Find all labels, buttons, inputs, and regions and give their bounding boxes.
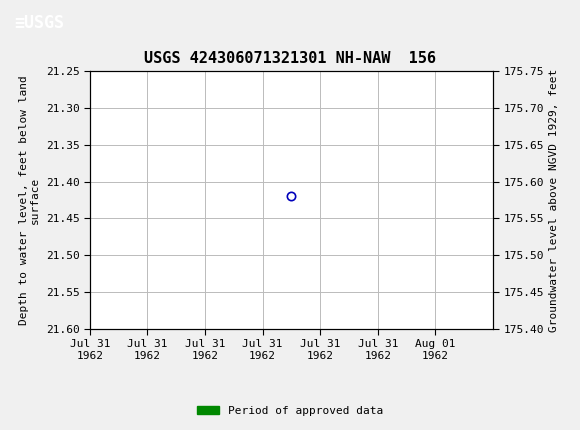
- Legend: Period of approved data: Period of approved data: [193, 401, 387, 420]
- Y-axis label: Depth to water level, feet below land
surface: Depth to water level, feet below land su…: [19, 75, 40, 325]
- Text: USGS 424306071321301 NH-NAW  156: USGS 424306071321301 NH-NAW 156: [144, 51, 436, 65]
- Text: ≡USGS: ≡USGS: [14, 14, 64, 31]
- Y-axis label: Groundwater level above NGVD 1929, feet: Groundwater level above NGVD 1929, feet: [549, 68, 560, 332]
